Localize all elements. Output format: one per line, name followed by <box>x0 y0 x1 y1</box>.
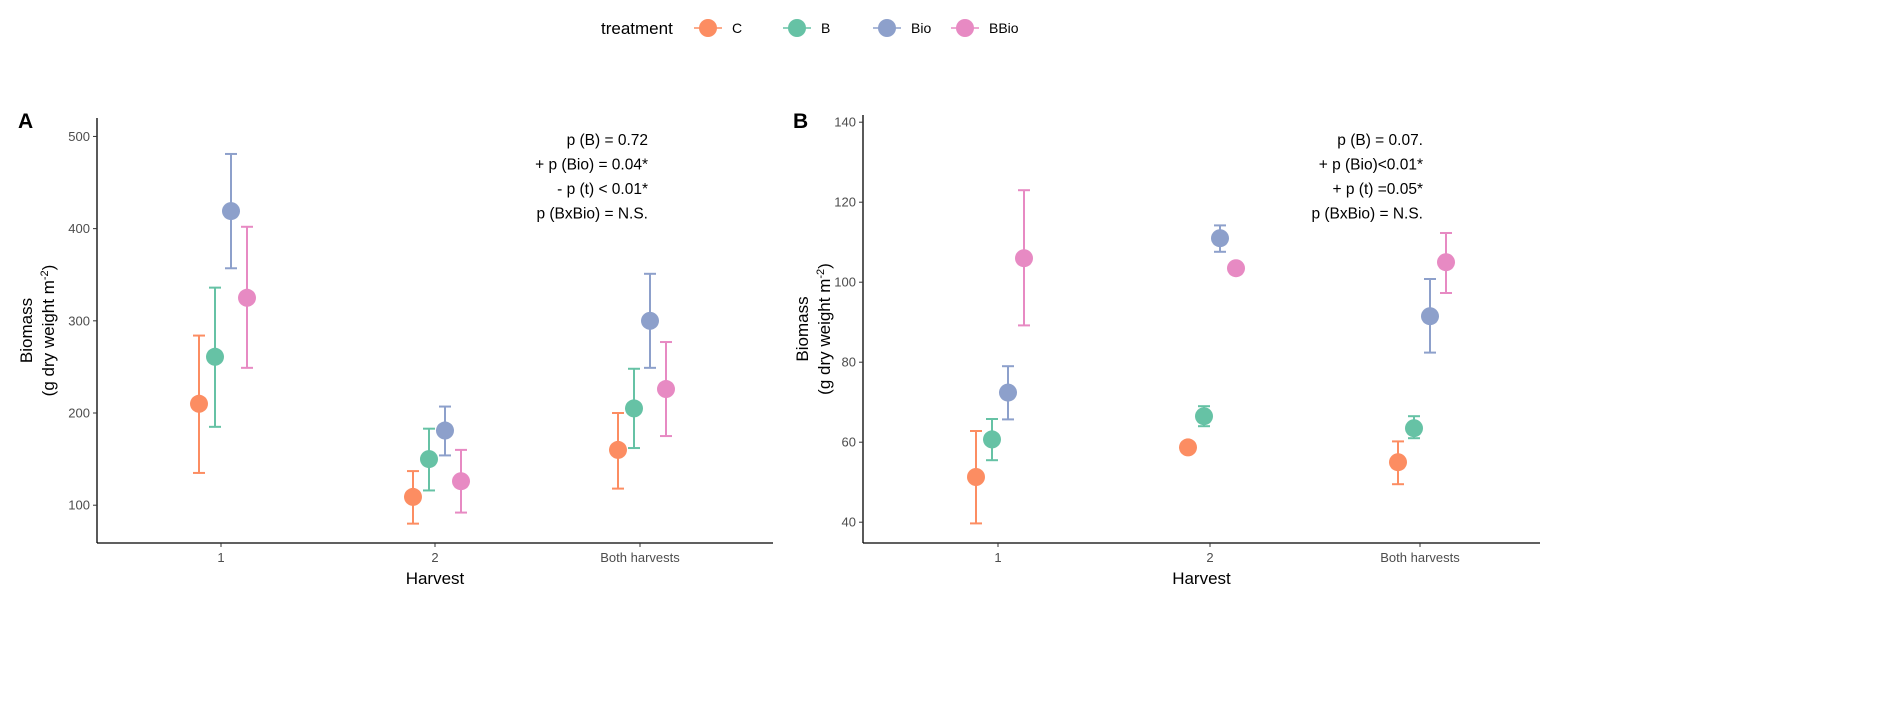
x-tick-label: 2 <box>431 550 438 565</box>
y-tick-label: 60 <box>842 435 856 450</box>
y-axis-title-units: (g dry weight m-2) <box>39 265 58 397</box>
y-tick-label: 140 <box>834 115 856 130</box>
y-tick-label: 400 <box>68 221 90 236</box>
panel-a: A 100 200 300 400 500 1 2 Both harvests Harvest Bi… <box>17 110 773 588</box>
stat-annotation: p (B) = 0.72 <box>567 132 648 149</box>
point-bbio <box>1437 253 1455 272</box>
y-axis-title: Biomass <box>17 298 36 363</box>
y-axis-units-close: ) <box>39 265 58 271</box>
point-c <box>967 468 985 486</box>
stat-annotation: - p (t) < 0.01* <box>557 181 648 198</box>
y-tick-label: 200 <box>68 406 90 421</box>
legend-key-bbio <box>956 19 974 37</box>
y-axis-units-superscript: -2 <box>815 269 827 279</box>
x-axis-title: Harvest <box>1172 569 1231 588</box>
panel-b: B 40 60 80 100 120 140 1 2 Both harvests Harvest Bi… <box>793 110 1540 588</box>
y-tick-label: 80 <box>842 355 856 370</box>
panel-letter: B <box>793 110 808 133</box>
point-bio <box>999 383 1017 402</box>
legend-label: Bio <box>911 20 931 36</box>
stat-annotation: + p (Bio)<0.01* <box>1319 157 1423 174</box>
y-tick-label: 100 <box>834 275 856 290</box>
y-axis-title: Biomass <box>793 296 812 361</box>
x-axis-title: Harvest <box>406 569 465 588</box>
legend-title: treatment <box>601 19 673 38</box>
point-bio <box>436 421 454 440</box>
point-b <box>625 399 643 418</box>
legend-label: B <box>821 20 830 36</box>
legend-label: C <box>732 20 742 36</box>
y-tick-label: 300 <box>68 313 90 328</box>
y-axis-units-close: ) <box>815 263 834 269</box>
point-b <box>420 450 438 469</box>
point-b <box>983 430 1001 449</box>
legend-key-c <box>699 19 717 37</box>
stat-annotation: p (B) = 0.07. <box>1337 132 1423 149</box>
panel-letter: A <box>18 110 33 133</box>
point-b <box>206 347 224 366</box>
point-c <box>1389 453 1407 472</box>
stat-annotation: p (BxBio) = N.S. <box>1311 206 1423 223</box>
legend: treatment C B Bio BBio <box>601 19 1019 38</box>
legend-label: BBio <box>989 20 1019 36</box>
point-bio <box>641 311 659 330</box>
point-c <box>1179 438 1197 457</box>
point-c <box>404 487 422 506</box>
x-tick-label: 1 <box>994 550 1001 565</box>
stat-annotation: + p (t) =0.05* <box>1333 181 1423 198</box>
y-tick-label: 500 <box>68 129 90 144</box>
point-c <box>609 440 627 459</box>
legend-key-b <box>788 19 806 37</box>
x-tick-label: 2 <box>1206 550 1213 565</box>
point-c <box>190 394 208 413</box>
y-tick-label: 40 <box>842 515 856 530</box>
x-tick-label: Both harvests <box>1380 550 1460 565</box>
x-tick-label: Both harvests <box>600 550 680 565</box>
y-axis-title-units: (g dry weight m-2) <box>815 263 834 395</box>
point-bio <box>1211 229 1229 248</box>
point-bbio <box>238 288 256 307</box>
y-axis-units-superscript: -2 <box>39 270 51 280</box>
stat-annotation: + p (Bio) = 0.04* <box>535 157 648 174</box>
y-axis-units-text: (g dry weight m <box>39 280 58 396</box>
point-b <box>1195 407 1213 426</box>
point-bio <box>222 202 240 221</box>
y-axis-units-text: (g dry weight m <box>815 279 834 395</box>
legend-key-bio <box>878 19 896 37</box>
x-tick-label: 1 <box>217 550 224 565</box>
point-bbio <box>657 380 675 399</box>
y-tick-label: 100 <box>68 498 90 513</box>
point-bbio <box>1015 249 1033 268</box>
y-tick-label: 120 <box>834 195 856 210</box>
point-bbio <box>1227 259 1245 278</box>
stat-annotation: p (BxBio) = N.S. <box>536 206 648 223</box>
point-bbio <box>452 472 470 491</box>
point-bio <box>1421 307 1439 326</box>
point-b <box>1405 419 1423 438</box>
